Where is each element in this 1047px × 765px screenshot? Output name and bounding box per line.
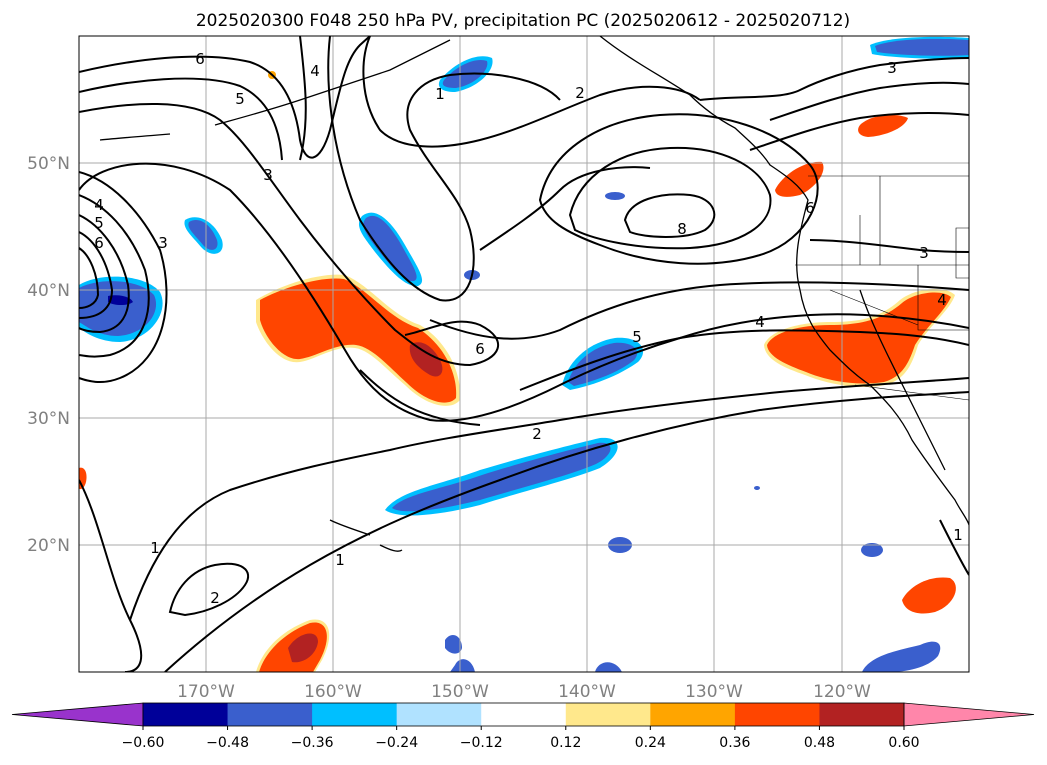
contour-label: 6 (475, 340, 485, 358)
contour-label: 1 (953, 526, 963, 544)
map-frame (78, 35, 970, 673)
contour-labels: 6 4 5 1 2 3 3 4 5 6 3 8 6 3 4 4 6 5 2 1 … (94, 50, 963, 607)
colorbar-tick-label: −0.48 (206, 735, 249, 751)
contour-label: 2 (532, 425, 542, 443)
colorbar-tick-label: 0.12 (550, 735, 581, 751)
colorbar-segment (650, 703, 736, 726)
contour-label: 5 (94, 214, 104, 232)
colorbar: −0.60 −0.48 −0.36 −0.24 −0.12 0.12 0.24 0.36 0.4… (11, 702, 1035, 751)
colorbar-segment (819, 703, 905, 726)
colorbar-tick-label: −0.24 (375, 735, 418, 751)
colorbar-extend-low (11, 702, 144, 727)
contour-label: 8 (677, 220, 687, 238)
lat-labels: 50°N 40°N 30°N 20°N (27, 154, 70, 556)
contour-label: 5 (235, 90, 245, 108)
contour-label: 6 (195, 50, 205, 68)
colorbar-segment (312, 703, 398, 726)
lat-label: 20°N (27, 536, 70, 556)
colorbar-extend-high (903, 702, 1035, 727)
colorbar-tick-label: 0.36 (719, 735, 750, 751)
lat-label: 50°N (27, 154, 70, 174)
contour-label: 3 (263, 166, 273, 184)
contour-label: 3 (919, 244, 929, 262)
colorbar-segment (565, 703, 651, 726)
contour-label: 1 (435, 85, 445, 103)
contour-label: 1 (335, 551, 345, 569)
lon-label: 120°W (813, 682, 871, 702)
borders (795, 175, 969, 401)
colorbar-segment (734, 703, 820, 726)
map-title: 2025020300 F048 250 hPa PV, precipitatio… (196, 11, 850, 31)
contour-label: 4 (310, 62, 320, 80)
contour-label: 2 (210, 589, 220, 607)
colorbar-segment (227, 703, 313, 726)
lon-label: 170°W (177, 682, 235, 702)
colorbar-segment (143, 703, 229, 726)
gridlines (79, 36, 969, 672)
contour-label: 2 (575, 84, 585, 102)
map-area: 6 4 5 1 2 3 3 4 5 6 3 8 6 3 4 4 6 5 2 1 … (79, 36, 969, 672)
contour-label: 5 (632, 328, 642, 346)
contour-label: 6 (94, 234, 104, 252)
lon-labels: 170°W 160°W 150°W 140°W 130°W 120°W (177, 682, 871, 702)
lat-label: 40°N (27, 281, 70, 301)
colorbar-tick-label: −0.60 (122, 735, 165, 751)
lon-label: 160°W (304, 682, 362, 702)
contour-label: 3 (158, 234, 168, 252)
lat-label: 30°N (27, 409, 70, 429)
contour-label: 4 (94, 196, 104, 214)
contour-label: 4 (937, 291, 947, 309)
pv-contours (79, 36, 969, 672)
colorbar-tick-label: 0.24 (635, 735, 666, 751)
contour-label: 1 (150, 539, 160, 557)
colorbar-tick-label: −0.12 (460, 735, 503, 751)
colorbar-tick-label: 0.48 (804, 735, 835, 751)
colorbar-tick-label: −0.36 (291, 735, 334, 751)
colorbar-segment (481, 703, 567, 726)
colorbar-segment (396, 703, 482, 726)
colorbar-frame (142, 702, 905, 727)
contour-label: 3 (887, 59, 897, 77)
lon-label: 130°W (685, 682, 743, 702)
contour-label: 6 (805, 199, 815, 217)
colorbar-tick-label: 0.60 (888, 735, 919, 751)
lon-label: 140°W (558, 682, 616, 702)
contour-label: 4 (755, 313, 765, 331)
lon-label: 150°W (431, 682, 489, 702)
